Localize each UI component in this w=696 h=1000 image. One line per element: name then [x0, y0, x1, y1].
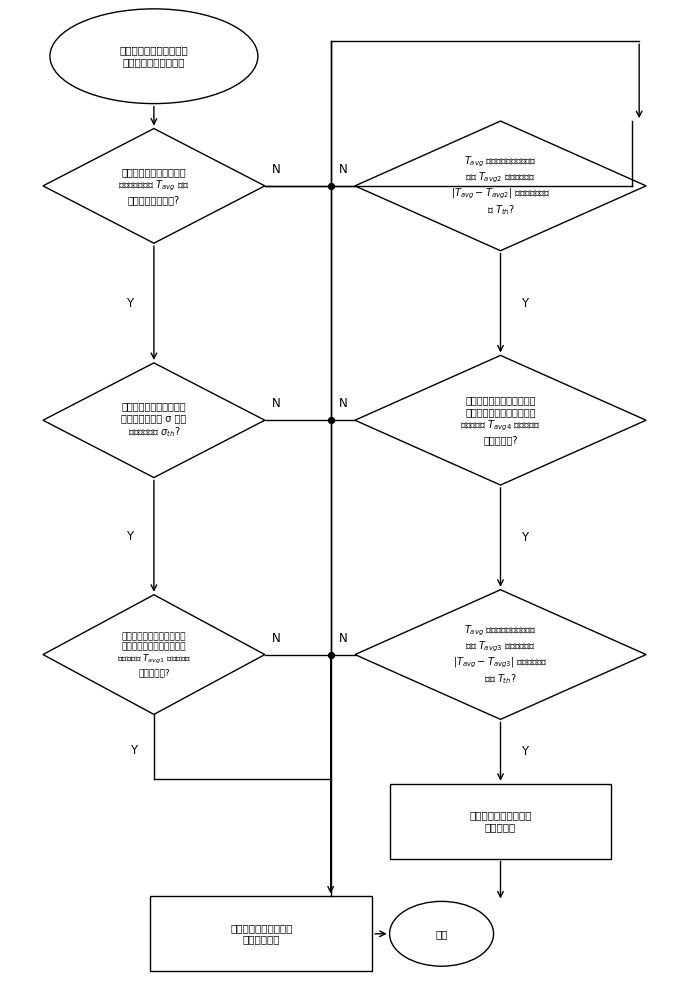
Text: $T_{avg}$ 与增加的像素点的温度
均值 $T_{avg3}$ 之差的绝对值
$|T_{avg}-T_{avg3}|$ 是否大于温度
阈值 $T_{th}: $T_{avg}$ 与增加的像素点的温度 均值 $T_{avg3}$ 之差的绝对… — [453, 623, 548, 686]
Text: 判断人脸模板所在红外区
域是否为人脸区域开始: 判断人脸模板所在红外区 域是否为人脸区域开始 — [120, 45, 189, 67]
Text: 人脸模板所在红外区域像
素点的温度方差 σ 是否
小于方差阈值 $\sigma_{th}$?: 人脸模板所在红外区域像 素点的温度方差 σ 是否 小于方差阈值 $\sigma_… — [121, 402, 187, 439]
Text: 人脸模板所在红外区域像
素点的温度均值 $T_{avg}$ 是否
在人体温度范围内?: 人脸模板所在红外区域像 素点的温度均值 $T_{avg}$ 是否 在人体温度范围… — [118, 167, 189, 205]
Text: N: N — [339, 632, 348, 645]
Text: Y: Y — [521, 531, 528, 544]
Text: N: N — [339, 397, 348, 410]
Text: N: N — [339, 163, 348, 176]
Text: 返回: 返回 — [435, 929, 448, 939]
Text: $T_{avg}$ 与减少的像素点的温度
均值 $T_{avg2}$ 之差的绝对值
$|T_{avg}-T_{avg2}|$ 是否大于温度阈
值 $T_{th}: $T_{avg}$ 与减少的像素点的温度 均值 $T_{avg2}$ 之差的绝对… — [450, 154, 551, 217]
Text: 人脸模板所在红外区域
不是人脸区域: 人脸模板所在红外区域 不是人脸区域 — [230, 923, 292, 945]
Text: 当前模板与移动后模板所在
红外区域相比减少的像素点
的温度均值 $T_{avg4}$ 是否在人体
温度范围内?: 当前模板与移动后模板所在 红外区域相比减少的像素点 的温度均值 $T_{avg4… — [460, 395, 541, 445]
Text: 当前模板与移动前模板所在
红外区域相比增加的像素点
的温度均值 $T_{avg1}$ 是否在人体
温度范围内?: 当前模板与移动前模板所在 红外区域相比增加的像素点 的温度均值 $T_{avg1… — [117, 632, 191, 677]
Text: Y: Y — [126, 297, 133, 310]
Text: Y: Y — [521, 297, 528, 310]
Text: Y: Y — [129, 744, 136, 757]
Text: N: N — [271, 163, 280, 176]
Text: N: N — [271, 632, 280, 645]
Text: N: N — [271, 397, 280, 410]
Text: Y: Y — [521, 745, 528, 758]
Text: Y: Y — [126, 530, 133, 543]
Text: 人脸模板所在红外区域
为人脸区域: 人脸模板所在红外区域 为人脸区域 — [469, 810, 532, 832]
